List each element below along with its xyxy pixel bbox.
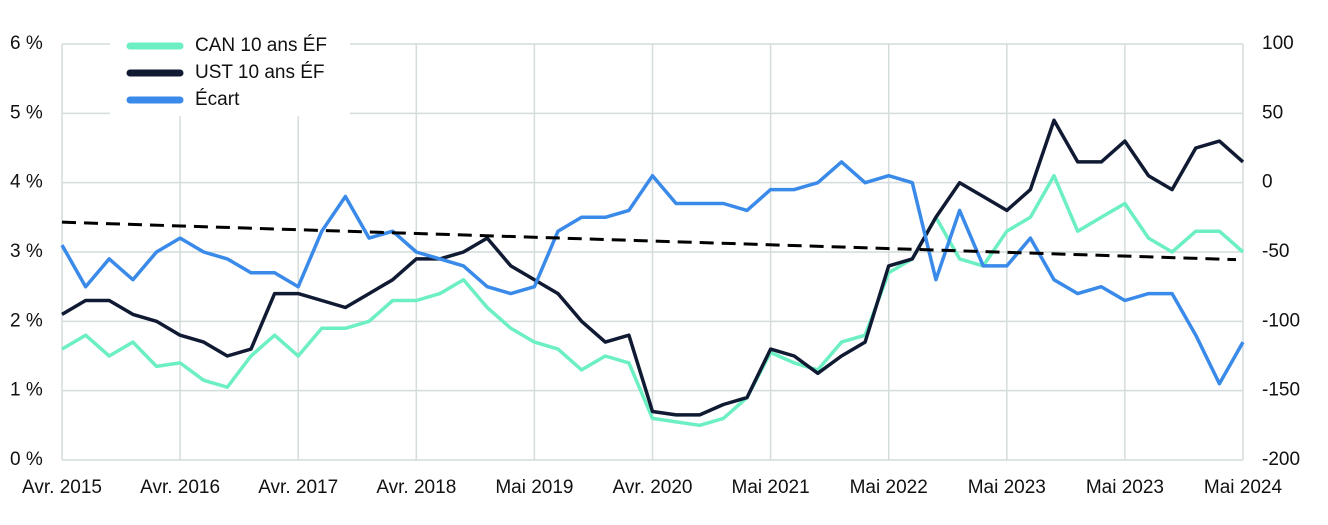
y2-tick-label: -150 bbox=[1262, 380, 1300, 401]
x-tick-label: Mai 2023 bbox=[968, 477, 1046, 498]
series-line bbox=[60, 160, 1245, 386]
y-tick-label: 4 % bbox=[10, 172, 43, 193]
plot bbox=[60, 118, 1245, 428]
x-tick-label: Mai 2023 bbox=[1086, 477, 1164, 498]
x-tick-label: Avr. 2020 bbox=[613, 477, 693, 498]
y2-tick-label: -50 bbox=[1262, 241, 1289, 262]
x-tick-label: Mai 2024 bbox=[1204, 477, 1283, 498]
y2-tick-label: -200 bbox=[1262, 449, 1300, 470]
y-tick-label: 1 % bbox=[10, 380, 43, 401]
series-line bbox=[61, 173, 1245, 428]
x-tick-label: Avr. 2018 bbox=[376, 477, 456, 498]
legend: CAN 10 ans ÉF UST 10 ans ÉF Écart bbox=[126, 35, 327, 110]
y-tick-label: 0 % bbox=[10, 449, 43, 470]
y2-tick-label: 50 bbox=[1262, 102, 1283, 123]
x-tick-label: Mai 2022 bbox=[850, 477, 928, 498]
legend-label: CAN 10 ans ÉF bbox=[195, 35, 327, 56]
y2-tick-label: -100 bbox=[1262, 310, 1300, 331]
legend-label: Écart bbox=[195, 89, 240, 110]
y2-tick-label: 0 bbox=[1262, 172, 1273, 193]
x-tick-label: Avr. 2015 bbox=[22, 477, 102, 498]
series-line bbox=[61, 118, 1245, 417]
y-tick-label: 5 % bbox=[10, 102, 43, 123]
x-tick-label: Mai 2021 bbox=[732, 477, 810, 498]
x-tick-label: Avr. 2017 bbox=[258, 477, 338, 498]
x-tick-label: Mai 2019 bbox=[495, 477, 573, 498]
y-tick-label: 3 % bbox=[10, 241, 43, 262]
x-tick-label: Avr. 2016 bbox=[140, 477, 220, 498]
axis-labels: 0 % 1 % 2 % 3 % 4 % 5 % 6 % -200 -150 -100 -50 0 50 1… bbox=[10, 33, 1300, 498]
y-tick-label: 6 % bbox=[10, 33, 43, 54]
trend-line bbox=[61, 220, 1237, 262]
y2-tick-label: 100 bbox=[1262, 33, 1294, 54]
y-tick-label: 2 % bbox=[10, 310, 43, 331]
legend-label: UST 10 ans ÉF bbox=[195, 62, 325, 83]
